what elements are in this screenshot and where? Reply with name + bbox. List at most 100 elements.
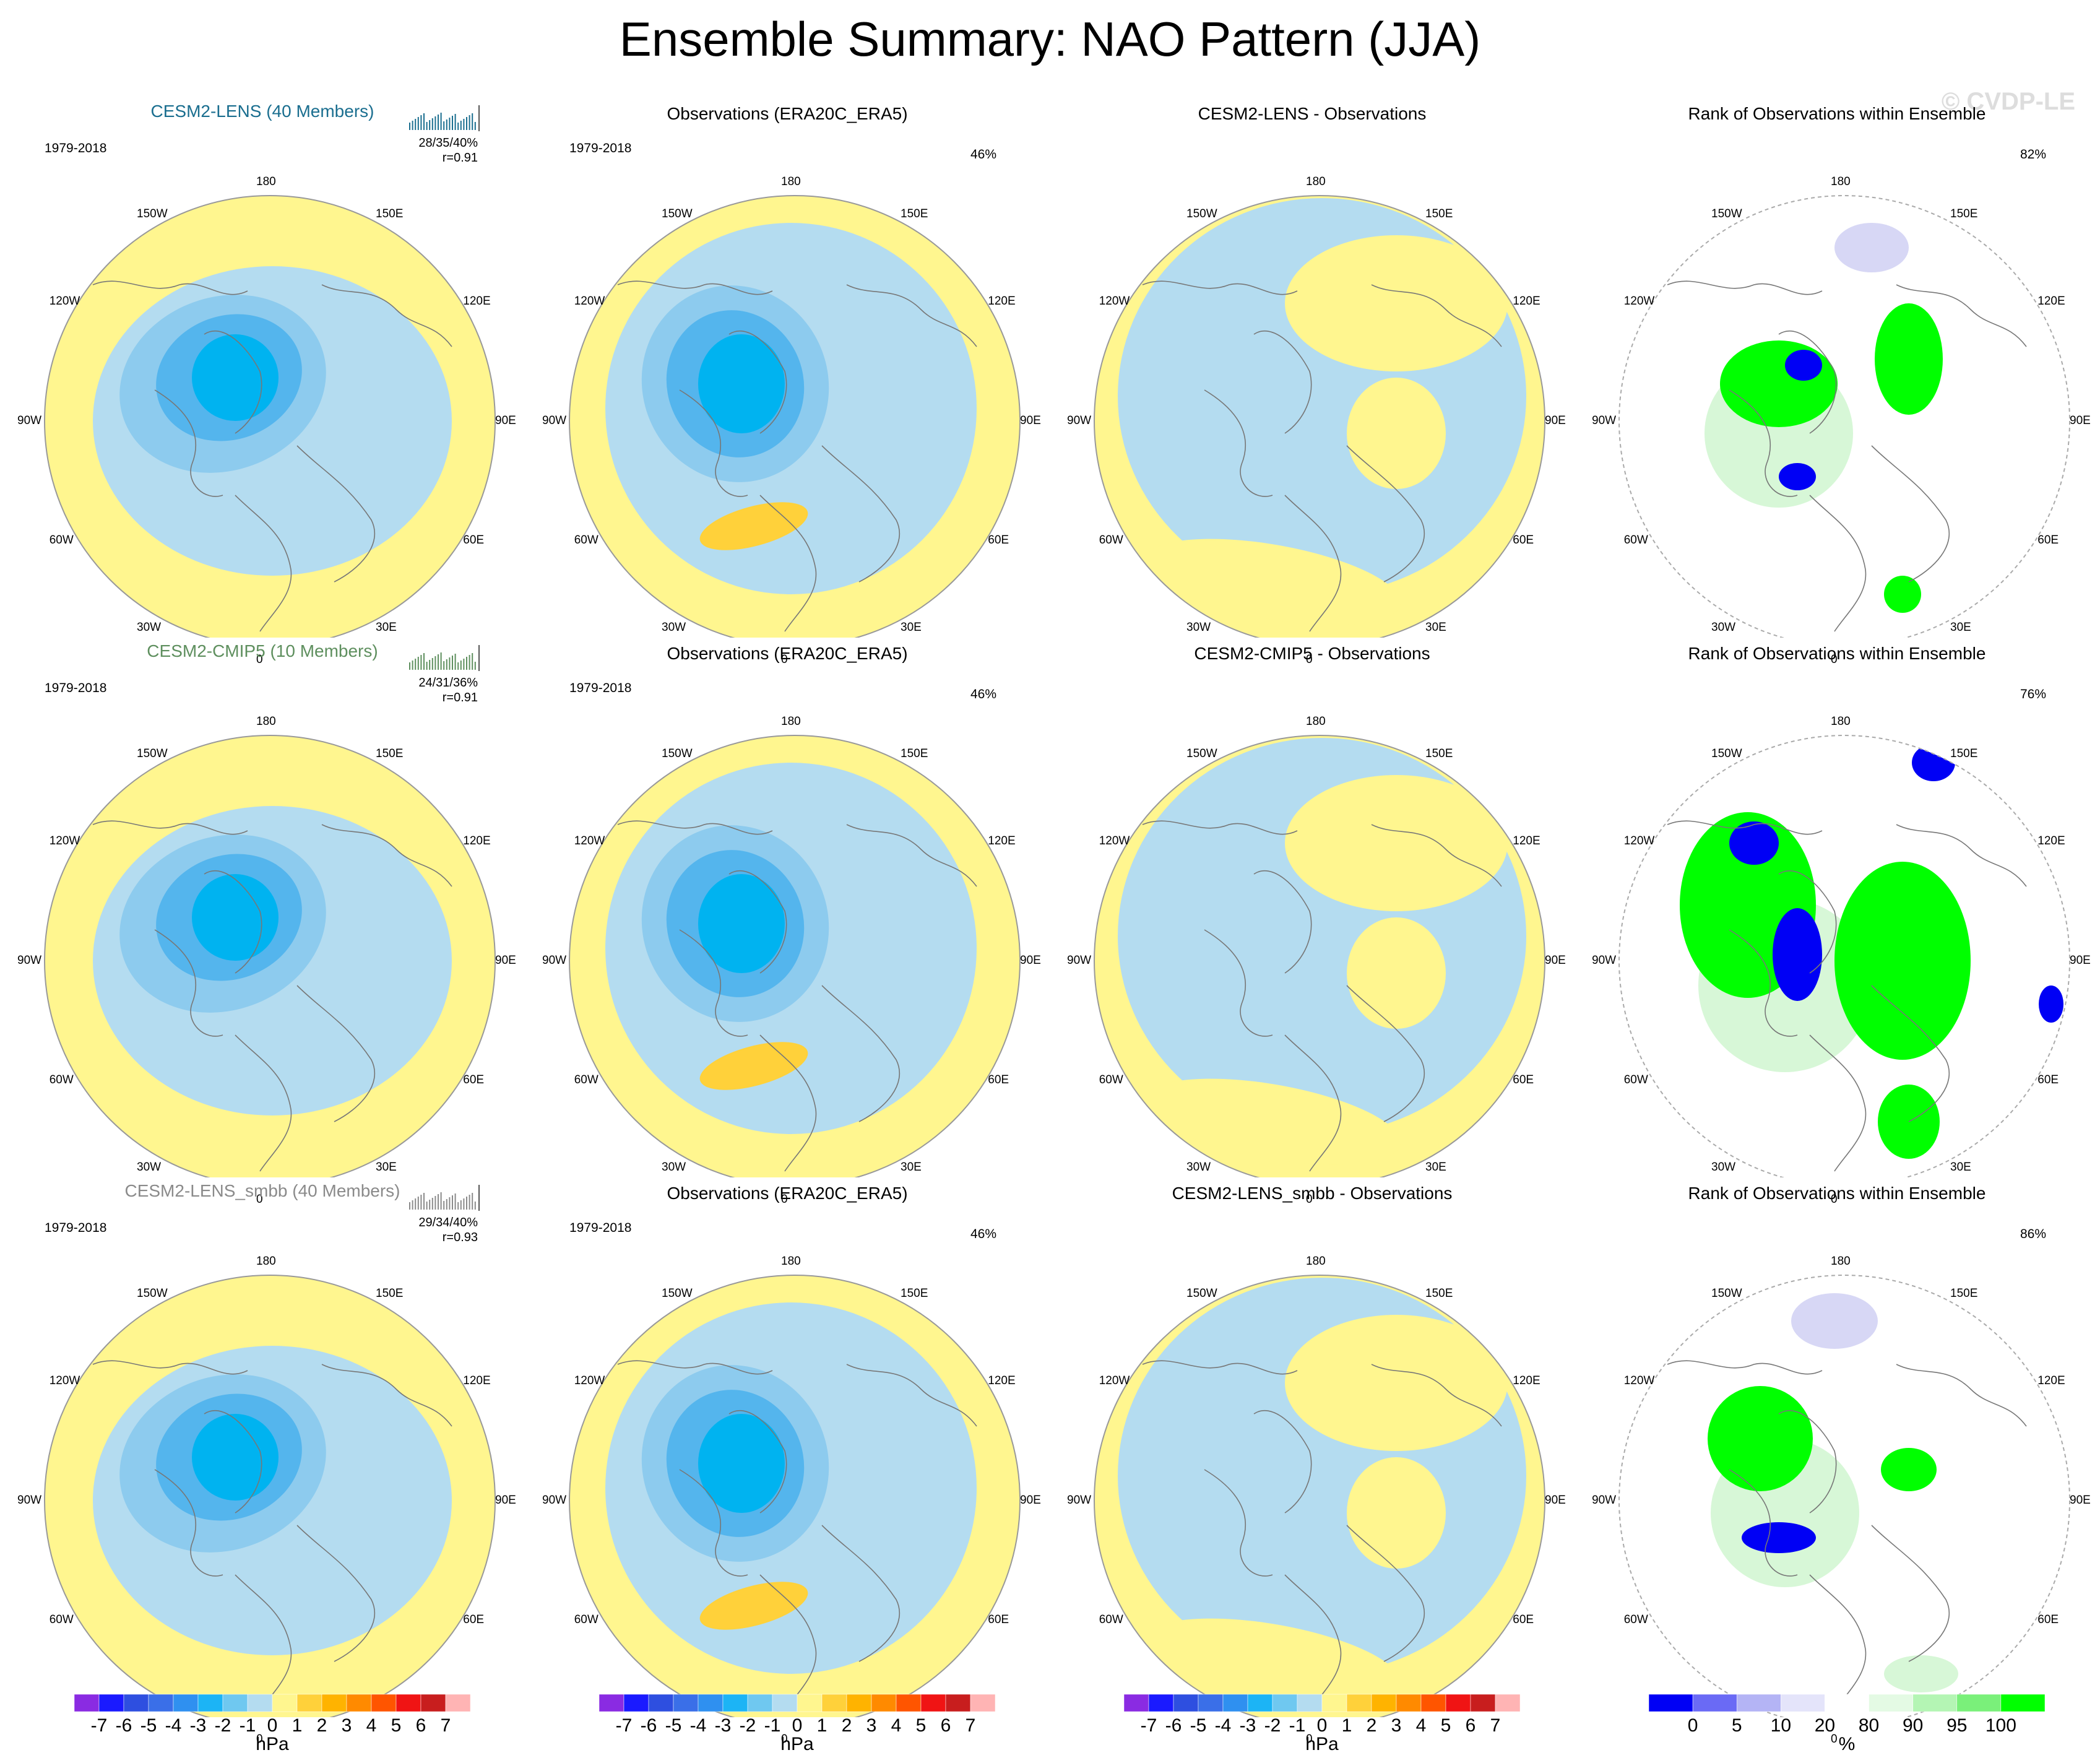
colorbar-tick: -1 xyxy=(239,1715,256,1736)
panel-r2-c3: 180 150E 120E 90E 60E 30E 0 30W 60W 90W 120W 150W CE… xyxy=(1050,639,1575,1206)
anomaly-contour xyxy=(698,334,785,433)
coastline xyxy=(1809,1034,1867,1172)
colorbar-tick: 4 xyxy=(1415,1715,1427,1736)
colorbar-swatch xyxy=(1123,1694,1149,1712)
colorbar-tick: 2 xyxy=(316,1715,327,1736)
watermark: © CVDP-LE xyxy=(1941,88,2075,115)
longitude-label: 120E xyxy=(2037,834,2065,847)
longitude-label: 60W xyxy=(49,1613,74,1626)
panel-title: CESM2-LENS - Observations xyxy=(1198,104,1427,123)
anomaly-contour xyxy=(192,1414,279,1501)
map-boundary xyxy=(1094,195,1545,638)
polar-map xyxy=(44,735,496,1177)
coastline xyxy=(1371,284,1502,347)
colorbar-swatch xyxy=(1470,1694,1496,1712)
longitude-label: 60W xyxy=(1623,534,1648,547)
coastline xyxy=(1778,330,1837,434)
longitude-label: 150W xyxy=(137,747,168,760)
longitude-label: 0 xyxy=(1831,1733,1838,1746)
longitude-label: 90E xyxy=(495,954,516,967)
longitude-label: 180 xyxy=(781,715,801,728)
longitude-label: 120E xyxy=(463,1374,491,1387)
colorbar-tick: 100 xyxy=(1985,1715,2016,1736)
coastline xyxy=(759,1034,817,1172)
period-label: 1979-2018 xyxy=(45,1221,107,1235)
colorbar-tick: 4 xyxy=(891,1715,902,1736)
longitude-label: 30E xyxy=(376,1161,397,1174)
coastline xyxy=(1809,1574,1867,1712)
ensemble-spread-ticks xyxy=(409,645,480,671)
coastline xyxy=(1667,280,1823,295)
longitude-label: 90W xyxy=(1592,954,1617,967)
map-boundary xyxy=(1618,735,2070,1177)
coastline xyxy=(1667,1360,1823,1375)
longitude-label: 60E xyxy=(988,534,1009,547)
colorbar-tick: 0 xyxy=(1316,1715,1328,1736)
coastline xyxy=(1253,870,1312,974)
colorbar-swatch xyxy=(272,1694,298,1712)
longitude-label: 150E xyxy=(376,1286,404,1300)
panel-title: Observations (ERA20C_ERA5) xyxy=(667,1184,908,1203)
longitude-label: 120E xyxy=(463,295,491,308)
coastline xyxy=(1204,1469,1273,1577)
longitude-label: 120W xyxy=(1623,834,1655,847)
colorbar-tick: 10 xyxy=(1770,1715,1792,1736)
longitude-label: 180 xyxy=(1831,175,1851,188)
colorbar-tick: -3 xyxy=(189,1715,207,1736)
longitude-label: 0 xyxy=(256,1733,263,1746)
colorbar-swatch xyxy=(1371,1694,1397,1712)
colorbar-swatch xyxy=(1247,1694,1273,1712)
longitude-label: 60E xyxy=(988,1613,1009,1626)
anomaly-contour xyxy=(698,874,785,973)
rank-region xyxy=(1729,821,1779,865)
colorbar-swatch xyxy=(222,1694,248,1712)
period-label: 1979-2018 xyxy=(569,1221,632,1235)
rank-region xyxy=(1884,1655,1958,1692)
longitude-label: 90E xyxy=(1020,1494,1041,1507)
longitude-label: 150E xyxy=(1950,1286,1978,1300)
longitude-label: 120E xyxy=(988,1374,1016,1387)
anomaly-contour xyxy=(1347,1457,1446,1569)
coastline xyxy=(235,1034,292,1172)
longitude-label: 90E xyxy=(1020,414,1041,427)
colorbar-swatch xyxy=(1956,1694,2002,1712)
longitude-label: 150E xyxy=(1950,747,1978,760)
longitude-label: 180 xyxy=(256,1255,276,1268)
coastline xyxy=(1896,284,2027,347)
longitude-label: 30E xyxy=(901,1161,922,1174)
colorbar-tick: 1 xyxy=(816,1715,827,1736)
longitude-label: 0 xyxy=(781,1193,788,1206)
colorbar-swatch xyxy=(98,1694,124,1712)
longitude-label: 120E xyxy=(1513,834,1540,847)
colorbar-tick: 5 xyxy=(1731,1715,1742,1736)
coastline xyxy=(846,284,977,347)
polar-map xyxy=(569,735,1021,1177)
longitude-label: 60W xyxy=(49,534,74,547)
coastline xyxy=(821,445,900,583)
longitude-label: 180 xyxy=(1831,1255,1851,1268)
rank-region xyxy=(1881,1448,1937,1491)
colorbar-tick: -7 xyxy=(1140,1715,1157,1736)
coastline xyxy=(1204,929,1273,1037)
longitude-label: 60W xyxy=(574,1613,598,1626)
map-boundary xyxy=(569,195,1021,638)
longitude-label: 180 xyxy=(1831,715,1851,728)
longitude-label: 120W xyxy=(574,1374,605,1387)
colorbar-swatch xyxy=(846,1694,872,1712)
colorbar-swatch xyxy=(1198,1694,1224,1712)
period-label: 1979-2018 xyxy=(569,141,632,155)
coastline xyxy=(154,929,223,1037)
longitude-label: 120E xyxy=(463,834,491,847)
coastline xyxy=(1371,1364,1502,1427)
colorbar-units: hPa xyxy=(256,1734,289,1754)
coastline xyxy=(846,1364,977,1427)
coastline xyxy=(1142,1360,1298,1375)
longitude-label: 150W xyxy=(137,207,168,220)
rank-region xyxy=(1779,463,1816,490)
explained-variance: 46% xyxy=(970,1227,997,1241)
coastline xyxy=(92,280,248,295)
anomaly-contour xyxy=(1144,1618,1401,1705)
colorbar-swatch xyxy=(1272,1694,1298,1712)
map-boundary xyxy=(1618,195,2070,638)
colorbar-swatch xyxy=(197,1694,223,1712)
